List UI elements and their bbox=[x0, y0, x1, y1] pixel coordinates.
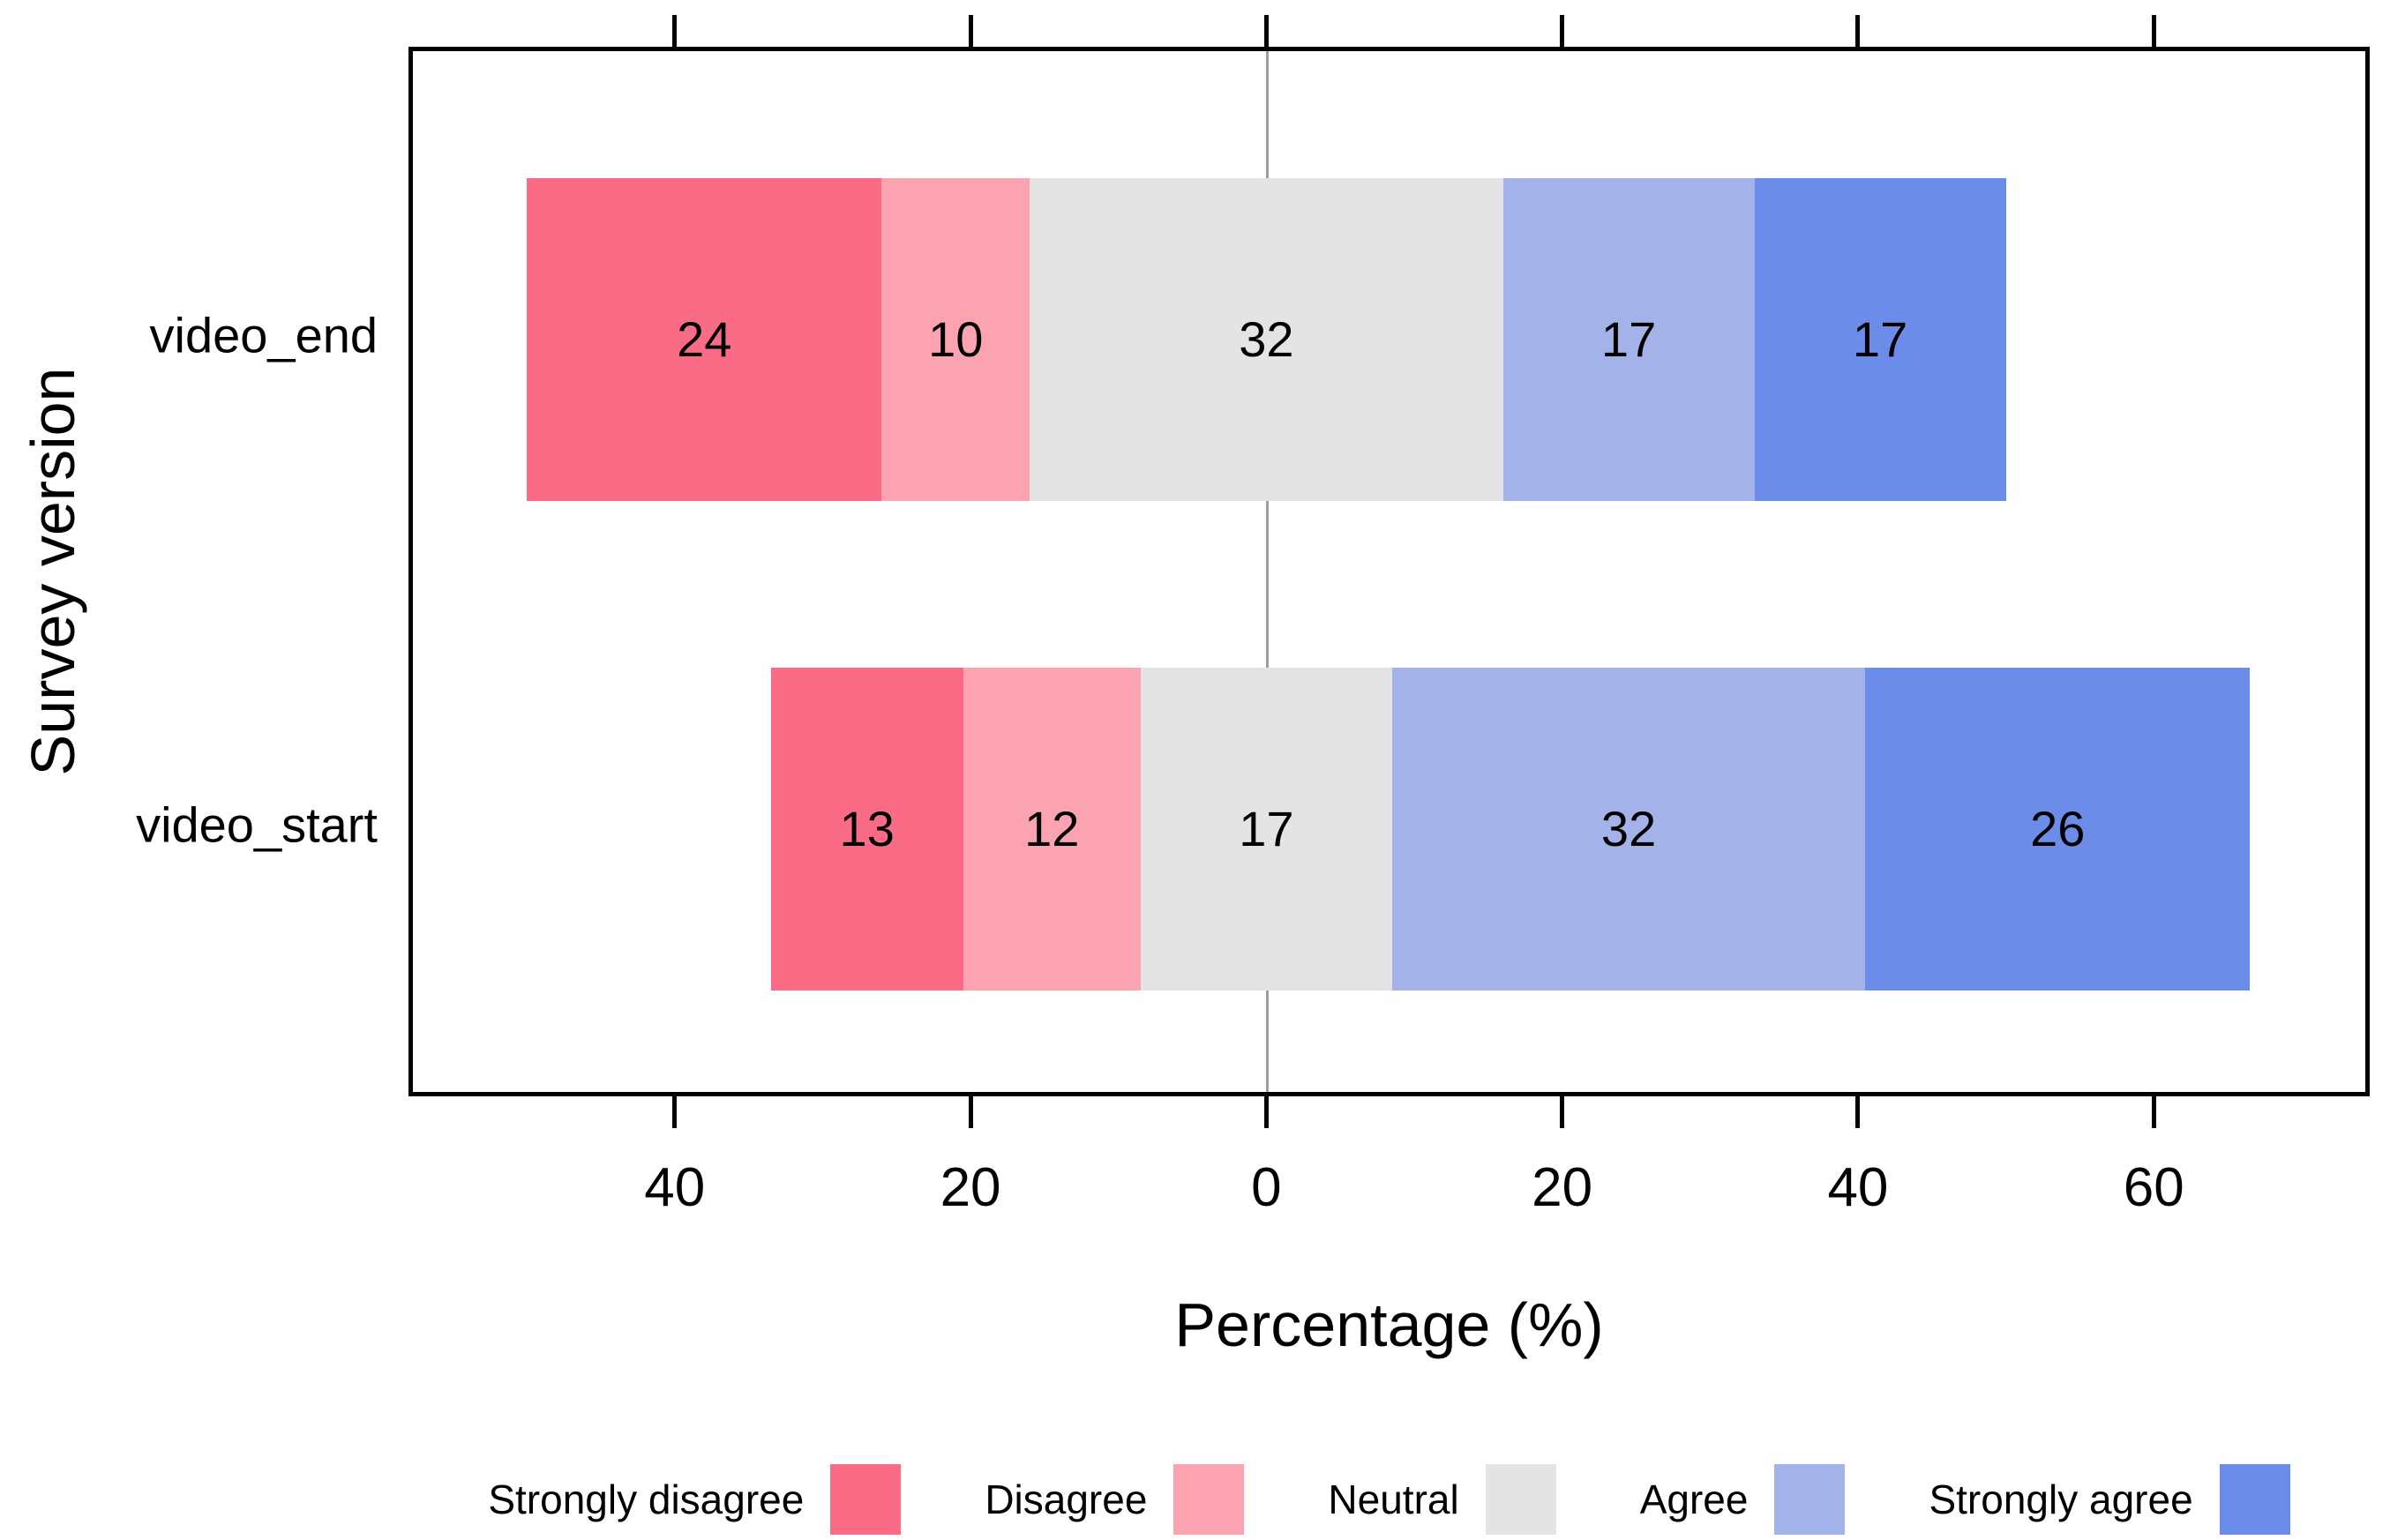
legend-item-neutral: Neutral bbox=[1328, 1464, 1556, 1535]
bar-segment-agree: 17 bbox=[1502, 178, 1755, 501]
legend-swatch bbox=[1173, 1464, 1245, 1535]
bar-segment-agree: 32 bbox=[1391, 668, 1866, 991]
bar-segment-strongly-agree: 26 bbox=[1865, 668, 2251, 991]
category-label-video_end: video_end bbox=[149, 307, 378, 363]
x-tick-label: 40 bbox=[644, 1157, 706, 1218]
bar-segment-neutral: 17 bbox=[1140, 668, 1392, 991]
legend-item-agree: Agree bbox=[1640, 1464, 1846, 1535]
bar-value-label: 17 bbox=[1239, 801, 1294, 856]
legend-swatch bbox=[1485, 1464, 1556, 1535]
bar-segment-strongly-agree: 17 bbox=[1754, 178, 2006, 501]
legend-label: Agree bbox=[1639, 1476, 1749, 1522]
x-tick-label: 20 bbox=[940, 1157, 1001, 1218]
x-tick-bottom bbox=[968, 1096, 973, 1128]
bar-segment-disagree: 10 bbox=[881, 178, 1030, 501]
plot-inner: 24 10 32 17 17 13 12 17 32 26 bbox=[413, 51, 2365, 1092]
legend-label: Disagree bbox=[985, 1476, 1148, 1522]
legend: Strongly disagree Disagree Neutral Agree Str… bbox=[408, 1457, 2370, 1540]
x-tick-bottom bbox=[2151, 1096, 2156, 1128]
bar-value-label: 12 bbox=[1024, 801, 1080, 856]
bar-value-label: 17 bbox=[1600, 311, 1657, 367]
x-tick-label: 20 bbox=[1532, 1157, 1593, 1218]
bar-row-video_start: 13 12 17 32 26 bbox=[413, 668, 2365, 991]
x-tick-top bbox=[1560, 15, 1565, 47]
x-tick-top bbox=[1263, 15, 1269, 47]
bar-value-label: 32 bbox=[1239, 311, 1294, 367]
bar-segment-strongly-disagree: 24 bbox=[527, 178, 882, 501]
bar-value-label: 26 bbox=[2030, 801, 2086, 856]
legend-label: Strongly agree bbox=[1929, 1476, 2193, 1522]
legend-label: Neutral bbox=[1328, 1476, 1459, 1522]
legend-item-strongly-agree: Strongly agree bbox=[1929, 1464, 2290, 1535]
bar-value-label: 24 bbox=[677, 311, 732, 367]
legend-swatch bbox=[2219, 1464, 2290, 1535]
x-tick-top bbox=[968, 15, 973, 47]
y-axis-title: Survey version bbox=[19, 367, 87, 776]
bar-segment-disagree: 12 bbox=[963, 668, 1141, 991]
x-tick-bottom bbox=[1263, 1096, 1269, 1128]
x-axis-title: Percentage (%) bbox=[1174, 1290, 1604, 1359]
legend-label: Strongly disagree bbox=[488, 1476, 805, 1522]
bar-value-label: 32 bbox=[1600, 801, 1657, 856]
bar-value-label: 10 bbox=[928, 311, 984, 367]
bar-segment-strongly-disagree: 13 bbox=[770, 668, 963, 991]
category-label-video_start: video_start bbox=[136, 796, 378, 853]
plot-area: 24 10 32 17 17 13 12 17 32 26 bbox=[408, 47, 2370, 1096]
x-tick-bottom bbox=[1560, 1096, 1565, 1128]
x-tick-top bbox=[672, 15, 678, 47]
x-tick-bottom bbox=[1855, 1096, 1861, 1128]
bar-segment-neutral: 32 bbox=[1030, 178, 1503, 501]
legend-item-disagree: Disagree bbox=[985, 1464, 1245, 1535]
legend-item-strongly-disagree: Strongly disagree bbox=[488, 1464, 902, 1535]
x-tick-label: 60 bbox=[2123, 1157, 2184, 1218]
legend-swatch bbox=[1774, 1464, 1846, 1535]
bar-value-label: 17 bbox=[1852, 311, 1908, 367]
bar-row-video_end: 24 10 32 17 17 bbox=[413, 178, 2365, 501]
legend-swatch bbox=[830, 1464, 902, 1535]
x-tick-label: 0 bbox=[1251, 1157, 1282, 1218]
zero-reference-line bbox=[1266, 51, 1270, 1092]
x-tick-top bbox=[1855, 15, 1861, 47]
bar-value-label: 13 bbox=[839, 801, 895, 856]
x-tick-bottom bbox=[672, 1096, 678, 1128]
x-tick-label: 40 bbox=[1827, 1157, 1889, 1218]
x-tick-top bbox=[2151, 15, 2156, 47]
